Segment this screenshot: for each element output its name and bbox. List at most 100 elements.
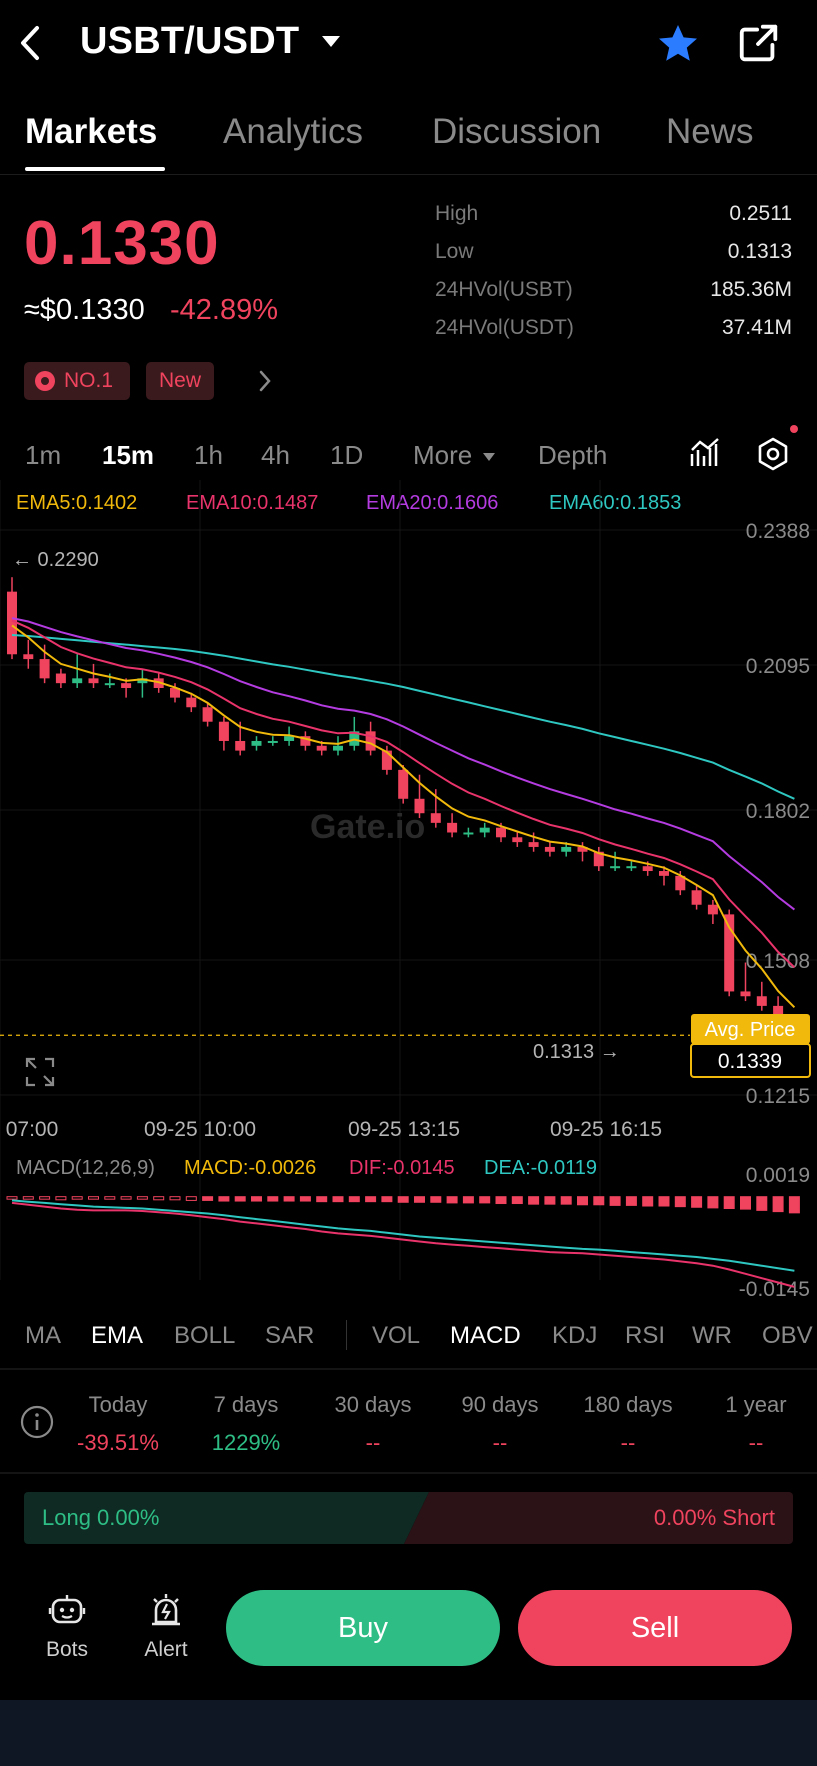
interval-1d[interactable]: 1D [330, 440, 364, 470]
bots-label: Bots [45, 1638, 89, 1661]
rank-badge[interactable]: NO.1 [24, 362, 130, 400]
settings-icon[interactable] [755, 436, 791, 477]
interval-more-label: More [413, 440, 473, 470]
indicator-vol[interactable]: VOL [372, 1322, 421, 1349]
indicator-boll[interactable]: BOLL [174, 1322, 236, 1349]
avg-price-tag [691, 1014, 810, 1044]
notification-dot [790, 425, 798, 433]
candle-body [642, 866, 653, 872]
macd-histogram-bar [202, 1196, 214, 1201]
tab-markets[interactable]: Markets [25, 112, 158, 151]
macd-histogram-bar [185, 1196, 197, 1201]
share-icon[interactable] [736, 20, 782, 66]
alarm-icon [152, 1594, 180, 1626]
caret-down-icon[interactable] [322, 36, 340, 47]
x-tick-label: 09-25 10:00 [144, 1118, 256, 1141]
y-tick-label: 0.1215 [746, 1085, 810, 1108]
ema60-legend: EMA60:0.1853 [549, 492, 682, 514]
candle-body [561, 846, 572, 852]
new-badge: New [146, 362, 214, 400]
interval-4h[interactable]: 4h [261, 440, 290, 470]
x-tick-label: 09-25 16:15 [550, 1118, 662, 1141]
candle-body [707, 904, 718, 915]
candle-body [55, 673, 66, 684]
price-change: -42.89% [170, 294, 279, 326]
indicator-ma[interactable]: MA [25, 1322, 61, 1349]
candle-body [267, 740, 278, 743]
dif-line [11, 1201, 795, 1288]
chevron-right-icon[interactable] [256, 368, 274, 399]
macd-histogram-bar [6, 1196, 18, 1200]
macd-histogram-bar [446, 1196, 458, 1204]
candle-body [414, 798, 425, 814]
perf-value-180d: -- [620, 1430, 636, 1455]
stat-label-low: Low [435, 240, 474, 263]
macd-histogram-bar [283, 1196, 295, 1202]
indicator-ema[interactable]: EMA [91, 1322, 144, 1349]
candle-body [398, 769, 409, 799]
candle-body [512, 837, 523, 843]
robot-icon [48, 1595, 86, 1624]
candle-body [430, 813, 441, 823]
macd-histogram-bar [218, 1196, 230, 1202]
sell-button[interactable]: Sell [518, 1590, 792, 1666]
candle-body [675, 875, 686, 891]
macd-histogram-bar [511, 1196, 523, 1205]
macd-histogram-bar [544, 1196, 556, 1205]
star-icon[interactable] [654, 20, 702, 68]
long-ratio: Long 0.00% [42, 1505, 160, 1530]
candle-body [7, 591, 17, 655]
indicator-macd[interactable]: MACD [450, 1322, 521, 1349]
pair-title[interactable]: USBT/USDT [80, 20, 300, 62]
macd-histogram-bar [55, 1196, 67, 1201]
candle-body [544, 846, 555, 852]
macd-histogram-bar [397, 1196, 409, 1203]
dif-value-legend: DIF:-0.0145 [349, 1157, 455, 1179]
indicator-wr[interactable]: WR [692, 1322, 732, 1349]
chart-type-icon[interactable] [688, 436, 722, 475]
indicator-sar[interactable]: SAR [265, 1322, 315, 1349]
interval-depth[interactable]: Depth [538, 440, 608, 470]
ema5-line [11, 624, 796, 1009]
candle-body [463, 832, 474, 835]
stat-value-high: 0.2511 [729, 202, 792, 225]
candle-body [496, 827, 506, 838]
candle-body [479, 827, 490, 833]
macd-histogram-bar [267, 1196, 279, 1202]
macd-histogram-bar [528, 1196, 540, 1205]
candle-body [756, 996, 767, 1006]
x-tick-label: 09-25 13:15 [348, 1118, 460, 1141]
tab-analytics[interactable]: Analytics [223, 112, 364, 151]
macd-histogram-bar [381, 1196, 393, 1203]
candle-body [740, 991, 751, 997]
macd-histogram-bar [414, 1196, 425, 1203]
interval-more[interactable]: More [413, 440, 496, 471]
interval-15m[interactable]: 15m [102, 440, 155, 470]
interval-1h[interactable]: 1h [194, 440, 223, 470]
interval-1m[interactable]: 1m [25, 440, 62, 470]
info-icon[interactable] [20, 1405, 54, 1444]
indicator-obv[interactable]: OBV [762, 1322, 813, 1349]
macd-histogram-bar [348, 1196, 360, 1203]
ema10-legend: EMA10:0.1487 [186, 492, 319, 514]
candle-body [333, 745, 343, 751]
perf-label-1y: 1 year [725, 1392, 787, 1417]
tab-news[interactable]: News [666, 112, 754, 151]
watermark: Gate.io [310, 808, 425, 846]
bots-button[interactable]: Bots [27, 1590, 107, 1662]
indicator-kdj[interactable]: KDJ [552, 1322, 598, 1349]
usd-price: ≈$0.1330 [24, 294, 145, 326]
ema60-line [11, 634, 795, 800]
system-nav-bar [0, 1700, 817, 1766]
candle-body [447, 822, 458, 833]
tab-discussion[interactable]: Discussion [432, 112, 602, 151]
buy-button[interactable]: Buy [226, 1590, 500, 1666]
back-button[interactable] [18, 18, 58, 68]
indicator-rsi[interactable]: RSI [625, 1322, 666, 1349]
alert-button[interactable]: Alert [126, 1590, 206, 1662]
candle-body [691, 890, 702, 905]
perf-label-7d: 7 days [213, 1392, 279, 1417]
fullscreen-icon[interactable] [24, 1056, 56, 1093]
ema10-line [11, 619, 796, 969]
